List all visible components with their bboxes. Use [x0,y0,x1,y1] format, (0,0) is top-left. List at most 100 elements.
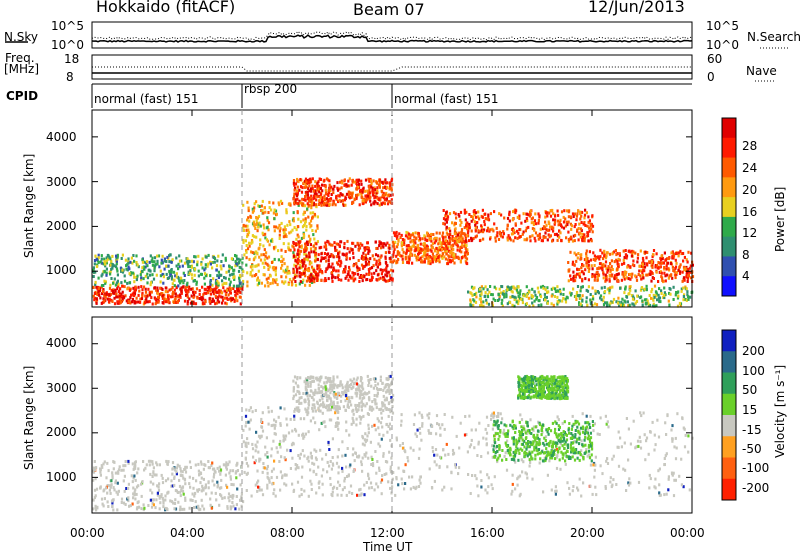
data-cell [233,299,236,303]
data-cell [120,269,123,273]
data-cell [372,377,375,381]
data-cell [688,270,691,274]
data-cell [332,392,335,396]
data-cell [480,225,483,229]
data-cell [482,304,485,308]
data-cell [590,222,593,226]
data-cell [146,272,149,276]
data-cell [152,503,155,507]
data-cell [370,278,373,282]
data-cell [136,263,139,267]
data-cell [373,257,376,261]
data-cell [94,477,97,481]
data-cell [337,200,340,204]
data-cell [323,252,327,255]
data-cell [284,234,287,238]
data-cell [227,492,231,496]
data-cell [325,203,328,207]
data-cell [378,388,381,391]
data-cell [229,297,232,301]
data-cell [679,249,682,253]
data-cell [513,231,516,234]
data-cell [121,297,124,301]
data-cell [144,294,147,298]
data-cell [141,260,144,264]
data-cell [184,285,187,289]
data-cell [267,268,270,271]
data-cell [379,276,382,280]
data-cell [158,292,161,296]
data-cell [531,301,534,305]
data-cell [154,264,157,268]
data-cell [146,294,149,298]
data-cell [235,495,238,498]
data-cell [571,239,575,243]
data-cell [424,238,427,242]
data-cell [245,472,248,476]
data-cell [556,238,559,242]
data-cell [217,254,220,258]
data-cell [569,235,573,239]
data-cell [295,465,298,469]
data-cell [279,227,282,231]
data-cell [202,477,205,481]
data-cell [377,183,381,187]
data-cell [515,288,519,292]
data-cell [641,262,644,266]
data-cell [255,235,258,239]
data-cell [663,293,666,297]
data-cell [286,423,289,427]
data-cell [353,180,356,184]
data-cell [197,469,200,473]
data-cell [352,273,355,277]
data-cell [434,248,437,252]
data-cell [385,266,388,270]
data-cell [327,440,330,444]
data-cell [180,486,183,490]
data-cell [482,230,485,234]
data-cell [382,186,385,190]
data-cell [448,227,451,231]
data-cell [235,262,238,266]
data-cell [393,245,396,249]
data-cell [198,297,201,300]
data-cell [316,224,319,228]
data-cell [318,428,321,432]
data-cell [368,179,371,183]
data-cell [388,246,391,250]
data-cell [514,222,517,226]
data-cell [327,442,330,446]
data-cell [221,295,224,299]
data-cell [356,185,359,189]
data-cell [489,285,492,288]
data-cell [592,258,595,261]
data-cell [569,293,573,297]
data-cell [342,253,346,257]
data-cell [574,274,577,278]
data-cell [378,466,381,470]
data-cell [95,297,98,301]
data-cell [281,263,284,267]
data-cell [460,228,464,232]
data-cell [264,284,267,288]
data-cell [588,219,591,223]
data-cell [133,290,137,294]
data-cell [326,192,329,196]
data-cell [438,231,441,235]
data-cell [370,405,373,409]
data-cell [548,211,551,215]
data-cell [441,248,444,251]
data-cell [390,188,393,192]
data-cell [116,300,119,304]
data-cell [274,269,277,273]
data-cell [681,279,684,283]
data-cell [94,504,97,508]
data-cell [390,256,393,260]
data-cell [629,272,632,276]
data-cell [576,256,579,260]
data-cell [475,291,478,295]
data-cell [111,474,114,478]
data-cell [274,266,278,270]
data-cell [336,493,339,497]
data-cell [209,285,212,289]
